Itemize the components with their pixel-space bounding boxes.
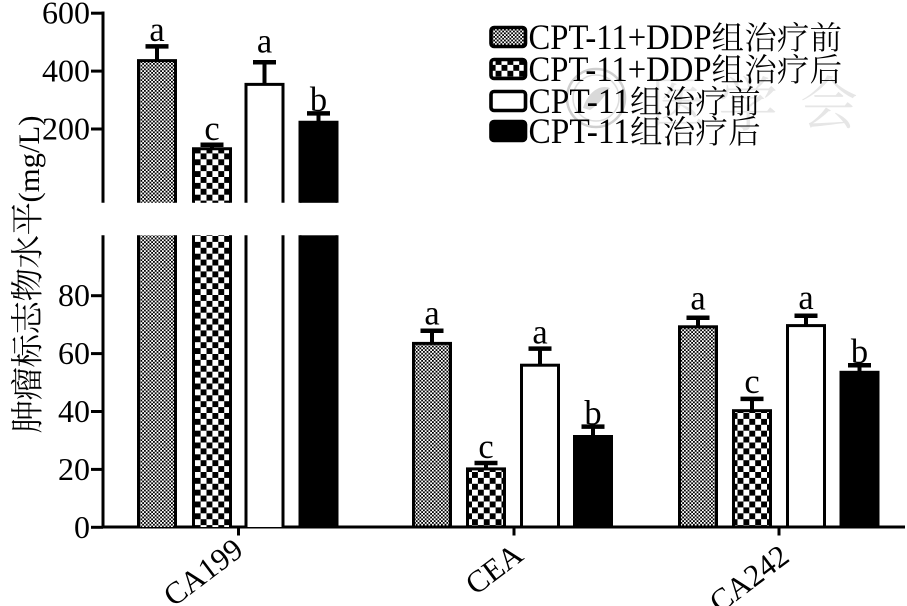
svg-text:40: 40 — [58, 393, 90, 429]
svg-text:20: 20 — [58, 451, 90, 487]
svg-text:a: a — [257, 23, 272, 61]
svg-text:CPT-11+DDP: CPT-11+DDP — [529, 49, 712, 89]
svg-text:c: c — [478, 428, 493, 466]
svg-text:b: b — [310, 81, 327, 119]
svg-text:c: c — [204, 110, 219, 148]
svg-text:CPT-11+DDP: CPT-11+DDP — [529, 17, 712, 57]
svg-text:b: b — [851, 333, 868, 371]
svg-text:60: 60 — [58, 335, 90, 371]
svg-text:CPT-11: CPT-11 — [529, 111, 631, 151]
svg-text:200: 200 — [42, 111, 90, 147]
svg-text:a: a — [798, 279, 813, 317]
svg-text:a: a — [424, 295, 439, 333]
svg-text:a: a — [149, 11, 164, 49]
svg-text:a: a — [690, 280, 705, 318]
svg-text:80: 80 — [58, 277, 90, 313]
svg-text:600: 600 — [42, 0, 90, 31]
svg-text:(mg/L): (mg/L) — [13, 116, 46, 203]
svg-text:a: a — [532, 313, 547, 351]
svg-text:c: c — [744, 363, 759, 401]
svg-text:400: 400 — [42, 53, 90, 89]
svg-text:0: 0 — [74, 509, 90, 545]
svg-text:CPT-11: CPT-11 — [529, 81, 631, 121]
svg-text:b: b — [584, 394, 601, 432]
